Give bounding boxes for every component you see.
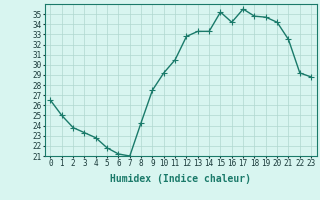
X-axis label: Humidex (Indice chaleur): Humidex (Indice chaleur) xyxy=(110,174,251,184)
